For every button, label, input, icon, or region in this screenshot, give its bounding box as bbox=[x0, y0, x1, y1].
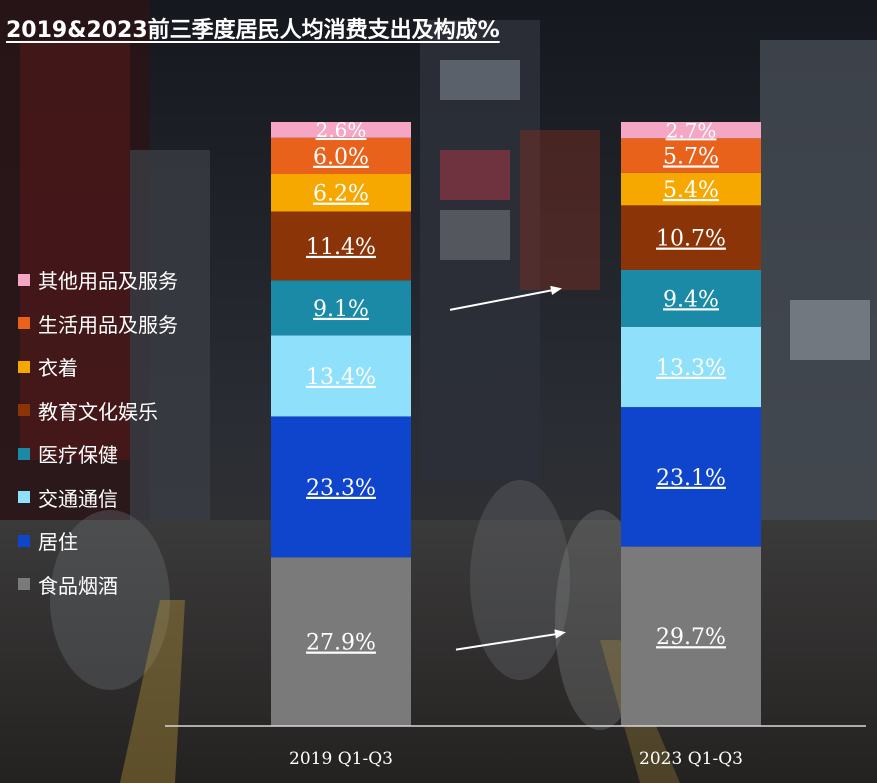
legend-item-housing: 居住 bbox=[18, 519, 178, 563]
legend-label-other: 其他用品及服务 bbox=[38, 269, 178, 294]
data-label-food-2023: 29.7% bbox=[656, 625, 726, 650]
legend-swatch-other bbox=[18, 273, 30, 286]
bar-segment-other-2019 bbox=[271, 122, 411, 138]
bar-segment-food-2019 bbox=[271, 557, 411, 726]
legend-item-healthcare: 医疗保健 bbox=[18, 432, 178, 476]
legend-swatch-healthcare bbox=[18, 447, 30, 460]
bar-segment-other-2023 bbox=[621, 122, 761, 139]
data-label-household-2019: 6.0% bbox=[313, 145, 369, 170]
bar-segment-healthcare-2019 bbox=[271, 280, 411, 336]
bar-segment-clothing-2023 bbox=[621, 172, 761, 206]
data-label-housing-2023: 23.1% bbox=[656, 466, 726, 491]
data-label-healthcare-2019: 9.1% bbox=[313, 297, 369, 322]
legend-label-education: 教育文化娱乐 bbox=[38, 399, 158, 424]
bar-segment-food-2023 bbox=[621, 546, 761, 726]
bar-segment-education-2019 bbox=[271, 211, 411, 281]
legend-swatch-food bbox=[18, 578, 30, 591]
legend-item-transport: 交通通信 bbox=[18, 476, 178, 520]
data-label-household-2023: 5.7% bbox=[663, 144, 719, 169]
arrow-food-trend bbox=[455, 629, 566, 651]
legend-item-other: 其他用品及服务 bbox=[18, 258, 178, 302]
legend: 其他用品及服务 生活用品及服务 衣着 教育文化娱乐 医疗保健 交通通信 居住 食… bbox=[18, 258, 178, 606]
data-label-healthcare-2023: 9.4% bbox=[663, 287, 719, 312]
bar-segment-healthcare-2023 bbox=[621, 269, 761, 327]
x-tick-label-2023: 2023 Q1-Q3 bbox=[639, 749, 743, 769]
legend-item-clothing: 衣着 bbox=[18, 345, 178, 389]
data-label-transport-2023: 13.3% bbox=[656, 356, 726, 381]
legend-item-education: 教育文化娱乐 bbox=[18, 389, 178, 433]
bar-segment-household-2023 bbox=[621, 138, 761, 173]
chart-title: 2019&2023前三季度居民人均消费支出及构成% bbox=[6, 18, 500, 43]
bar-segment-transport-2019 bbox=[271, 335, 411, 417]
bar-segment-clothing-2019 bbox=[271, 173, 411, 212]
x-tick-label-2019: 2019 Q1-Q3 bbox=[289, 749, 393, 769]
bar-segment-housing-2019 bbox=[271, 416, 411, 558]
legend-swatch-transport bbox=[18, 491, 30, 504]
data-label-other-2023: 2.7% bbox=[666, 118, 717, 142]
data-label-other-2019: 2.6% bbox=[316, 118, 367, 142]
legend-item-household: 生活用品及服务 bbox=[18, 302, 178, 346]
legend-swatch-household bbox=[18, 317, 30, 330]
data-label-transport-2019: 13.4% bbox=[306, 365, 376, 390]
bar-segment-housing-2023 bbox=[621, 407, 761, 547]
data-label-clothing-2019: 6.2% bbox=[313, 182, 369, 207]
legend-label-healthcare: 医疗保健 bbox=[38, 443, 118, 468]
arrow-healthcare-trend bbox=[449, 285, 562, 311]
legend-label-transport: 交通通信 bbox=[38, 486, 118, 511]
data-label-education-2023: 10.7% bbox=[656, 227, 726, 252]
legend-swatch-education bbox=[18, 404, 30, 417]
bar-segment-education-2023 bbox=[621, 205, 761, 270]
bar-segment-household-2019 bbox=[271, 137, 411, 174]
data-label-housing-2019: 23.3% bbox=[306, 476, 376, 501]
legend-label-household: 生活用品及服务 bbox=[38, 312, 178, 337]
bar-segment-transport-2023 bbox=[621, 326, 761, 408]
legend-swatch-clothing bbox=[18, 360, 30, 373]
data-label-food-2019: 27.9% bbox=[306, 631, 376, 656]
legend-label-clothing: 衣着 bbox=[38, 356, 78, 381]
data-label-clothing-2023: 5.4% bbox=[663, 178, 719, 203]
legend-label-food: 食品烟酒 bbox=[38, 573, 118, 598]
data-label-education-2019: 11.4% bbox=[306, 235, 376, 260]
legend-swatch-housing bbox=[18, 534, 30, 547]
legend-label-housing: 居住 bbox=[38, 530, 78, 555]
legend-item-food: 食品烟酒 bbox=[18, 563, 178, 607]
